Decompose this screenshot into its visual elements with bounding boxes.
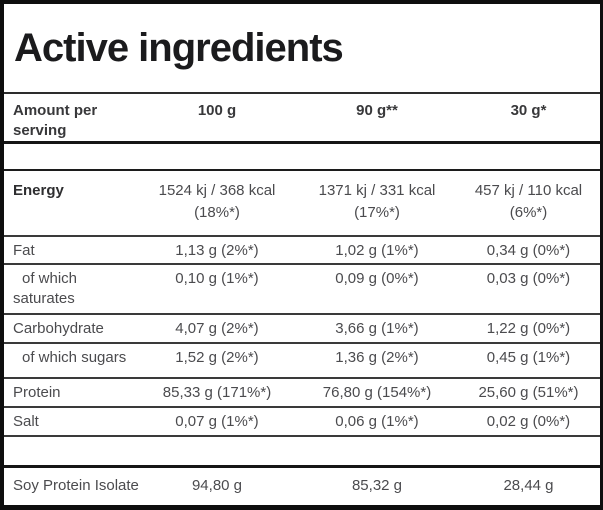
row-label: Protein: [13, 384, 61, 401]
page-title: Active ingredients: [14, 25, 344, 70]
table-row-fat: Fat 1,13 g (2%*) 1,02 g (1%*) 0,34 g (0%…: [4, 237, 600, 265]
value-cell: 457 kj / 110 kcal (6%*): [457, 180, 600, 224]
row-label: Salt: [13, 413, 39, 430]
value-line2: (6%*): [509, 204, 548, 221]
header-col-30g: 30 g*: [510, 102, 547, 119]
value-cell: 0,03 g (0%*): [486, 270, 571, 287]
table-row-salt: Salt 0,07 g (1%*) 0,06 g (1%*) 0,02 g (0…: [4, 408, 600, 437]
value-cell: 4,07 g (2%*): [175, 320, 259, 337]
spacer-row-bottom: [4, 437, 600, 468]
value-cell: 1,22 g (0%*): [486, 320, 571, 337]
value-cell: 94,80 g: [191, 477, 243, 494]
row-label: of which saturates: [13, 270, 78, 307]
title-section: Active ingredients: [4, 4, 600, 94]
value-cell: 0,07 g (1%*): [175, 413, 259, 430]
spacer-row-top: [4, 144, 600, 171]
value-cell: 25,60 g (51%*): [478, 384, 579, 401]
header-col-100g: 100 g: [197, 102, 237, 119]
header-col-90g: 90 g**: [356, 102, 398, 119]
table-header-row: Amount per serving 100 g 90 g** 30 g*: [4, 94, 600, 144]
value-cell: 28,44 g: [503, 477, 554, 494]
table-row-of-which-sugars: of which sugars 1,52 g (2%*) 1,36 g (2%*…: [4, 344, 600, 379]
value-cell: 0,02 g (0%*): [486, 413, 571, 430]
value-cell: 1524 kj / 368 kcal (18%*): [137, 180, 297, 224]
row-label: Soy Protein Isolate: [13, 477, 139, 494]
value-cell: 1,02 g (1%*): [335, 242, 419, 259]
value-line2: (17%*): [354, 204, 400, 221]
value-cell: 0,09 g (0%*): [335, 270, 419, 287]
row-label: Carbohydrate: [13, 320, 104, 337]
row-label: Fat: [13, 242, 35, 259]
value-cell: 1,52 g (2%*): [175, 349, 259, 366]
table-row-energy: Energy 1524 kj / 368 kcal (18%*) 1371 kj…: [4, 171, 600, 237]
value-line1: 1524 kj / 368 kcal: [158, 182, 276, 199]
value-cell: 1,13 g (2%*): [175, 242, 259, 259]
value-cell: 85,33 g (171%*): [162, 384, 272, 401]
value-cell: 0,45 g (1%*): [486, 349, 571, 366]
table-row-soy-protein-isolate: Soy Protein Isolate 94,80 g 85,32 g 28,4…: [4, 468, 600, 502]
table-row-carbohydrate: Carbohydrate 4,07 g (2%*) 3,66 g (1%*) 1…: [4, 315, 600, 344]
value-line2: (18%*): [194, 204, 240, 221]
table-row-of-which-saturates: of which saturates 0,10 g (1%*) 0,09 g (…: [4, 265, 600, 315]
value-cell: 0,06 g (1%*): [335, 413, 419, 430]
value-cell: 1,36 g (2%*): [335, 349, 419, 366]
row-label: of which sugars: [22, 349, 127, 366]
value-cell: 85,32 g: [351, 477, 403, 494]
value-cell: 0,34 g (0%*): [486, 242, 571, 259]
value-cell: 3,66 g (1%*): [335, 320, 419, 337]
value-line1: 1371 kj / 331 kcal: [318, 182, 436, 199]
row-label: Energy: [13, 182, 64, 199]
table-row-protein: Protein 85,33 g (171%*) 76,80 g (154%*) …: [4, 379, 600, 408]
value-cell: 0,10 g (1%*): [175, 270, 259, 287]
value-cell: 1371 kj / 331 kcal (17%*): [297, 180, 457, 224]
value-line1: 457 kj / 110 kcal: [474, 182, 583, 199]
value-cell: 76,80 g (154%*): [322, 384, 432, 401]
header-amount-per-serving: Amount per serving: [13, 102, 98, 139]
